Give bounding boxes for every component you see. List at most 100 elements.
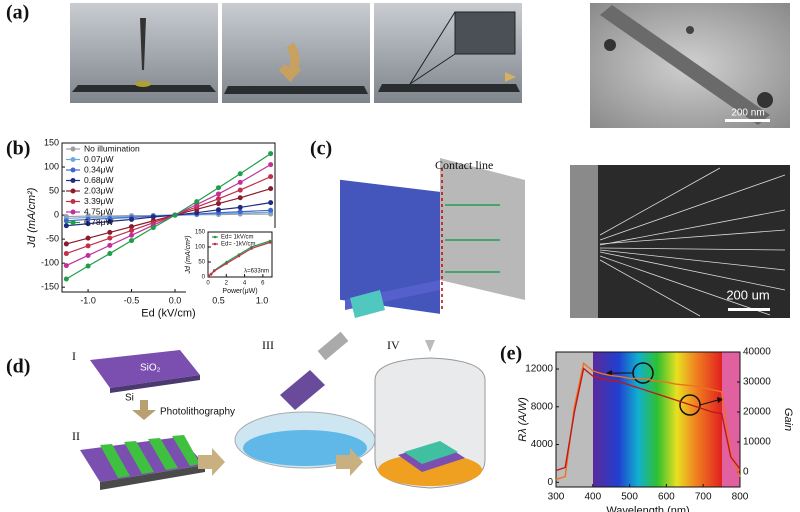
y-tick-label: 12000 bbox=[525, 364, 553, 375]
y2-axis-label: Gain bbox=[782, 408, 794, 431]
data-point bbox=[85, 252, 91, 258]
x-axis-label: Power(μW) bbox=[222, 288, 257, 295]
y-axis-label: Jd (mA/cm²) bbox=[26, 187, 38, 248]
annotation: Contact line bbox=[435, 158, 493, 172]
legend-marker bbox=[70, 178, 76, 183]
panel-label: (d) bbox=[6, 356, 30, 378]
x-tick-label: 0.0 bbox=[169, 295, 182, 305]
legend-label: 0.34μW bbox=[84, 164, 113, 174]
y-tick-label: 0 bbox=[202, 275, 206, 281]
y2-tick-label: 0 bbox=[743, 467, 749, 478]
data-point bbox=[129, 227, 135, 233]
step-label: IV bbox=[387, 338, 400, 352]
process-label: Photolithography bbox=[160, 407, 235, 418]
data-point bbox=[129, 224, 135, 230]
data-point bbox=[129, 238, 135, 244]
data-point bbox=[268, 174, 274, 180]
scale-bar-label: 200 nm bbox=[731, 108, 764, 119]
y-tick-label: 0 bbox=[547, 477, 553, 488]
legend-label: 0.68μW bbox=[84, 175, 113, 185]
x-tick-label: 4 bbox=[243, 281, 247, 287]
panel-label: (c) bbox=[310, 138, 332, 160]
data-point bbox=[215, 185, 221, 191]
scale-bar-label: 200 um bbox=[726, 287, 769, 302]
data-point bbox=[207, 274, 210, 278]
step-label: II bbox=[72, 429, 80, 443]
data-point bbox=[215, 191, 221, 197]
legend-label: 3.39μW bbox=[84, 196, 113, 206]
legend-label: 2.03μW bbox=[84, 185, 113, 195]
data-point bbox=[172, 212, 178, 218]
data-point bbox=[268, 162, 274, 168]
y-tick-label: 50 bbox=[198, 260, 205, 266]
data-point bbox=[85, 263, 91, 269]
data-point bbox=[63, 241, 69, 247]
data-point bbox=[215, 207, 221, 213]
series-line bbox=[66, 202, 271, 227]
layer-label: Si bbox=[125, 393, 134, 404]
y-tick-label: 150 bbox=[44, 137, 59, 147]
y-tick-label: 100 bbox=[44, 161, 59, 171]
data-point bbox=[268, 207, 274, 213]
x-tick-label: 700 bbox=[695, 492, 712, 503]
data-point bbox=[237, 204, 243, 210]
panel-label: (e) bbox=[500, 343, 522, 365]
series-line bbox=[66, 153, 271, 280]
x-axis-label: Ed (kV/cm) bbox=[141, 308, 195, 320]
y-tick-label: -150 bbox=[41, 282, 59, 292]
x-tick-label: -1.0 bbox=[80, 295, 96, 305]
plot-frame bbox=[207, 231, 273, 278]
data-point bbox=[63, 276, 69, 282]
data-point bbox=[107, 251, 113, 257]
y-tick-label: 50 bbox=[49, 185, 59, 195]
layer-label: SiO₂ bbox=[140, 363, 161, 374]
legend-marker bbox=[70, 167, 76, 173]
legend-marker bbox=[70, 146, 76, 152]
data-point bbox=[215, 201, 221, 207]
data-point bbox=[215, 196, 221, 202]
annotation: λ=633nm bbox=[244, 269, 269, 275]
panel-label: (b) bbox=[6, 138, 30, 160]
legend-label: 4.75μW bbox=[84, 206, 113, 216]
panel-a-scenes: 200 nm bbox=[70, 3, 790, 128]
y-tick-label: 0 bbox=[54, 209, 59, 219]
spectrum-background bbox=[556, 352, 740, 487]
y-tick-label: -50 bbox=[46, 234, 59, 244]
data-point bbox=[63, 223, 69, 229]
legend-label: No illumination bbox=[84, 143, 140, 153]
legend-marker bbox=[70, 199, 76, 204]
legend-marker bbox=[213, 242, 217, 246]
panel-d-scenes: I SiO₂ Si Photolithography II III IV bbox=[72, 331, 486, 490]
data-point bbox=[85, 216, 91, 222]
data-point bbox=[268, 151, 274, 157]
legend-marker bbox=[70, 157, 76, 162]
data-point bbox=[237, 254, 241, 258]
y2-tick-label: 10000 bbox=[743, 437, 771, 448]
x-axis-label: Wavelength (nm) bbox=[606, 505, 689, 512]
series-line bbox=[66, 176, 271, 255]
data-point bbox=[107, 235, 113, 241]
data-point bbox=[237, 195, 243, 201]
legend-label: Ed= -1kV/cm bbox=[221, 242, 256, 248]
data-point bbox=[268, 241, 272, 244]
y2-tick-label: 40000 bbox=[743, 347, 771, 358]
data-point bbox=[237, 187, 243, 193]
data-point bbox=[85, 235, 91, 241]
series-line bbox=[66, 164, 271, 267]
legend-marker bbox=[70, 220, 76, 225]
data-point bbox=[107, 229, 113, 235]
legend-marker bbox=[213, 235, 217, 239]
x-tick-label: 600 bbox=[658, 492, 675, 503]
x-tick-label: 0 bbox=[206, 281, 210, 287]
data-point bbox=[150, 214, 156, 220]
data-point bbox=[63, 263, 69, 269]
data-point bbox=[194, 199, 200, 205]
y-tick-label: -100 bbox=[41, 258, 59, 268]
step-label: III bbox=[262, 338, 274, 352]
y2-tick-label: 30000 bbox=[743, 377, 771, 388]
series-line bbox=[66, 188, 271, 245]
x-tick-label: 800 bbox=[732, 492, 749, 503]
step-label: I bbox=[72, 349, 76, 363]
panel-c-scenes: Contact line 200 um bbox=[340, 158, 790, 318]
